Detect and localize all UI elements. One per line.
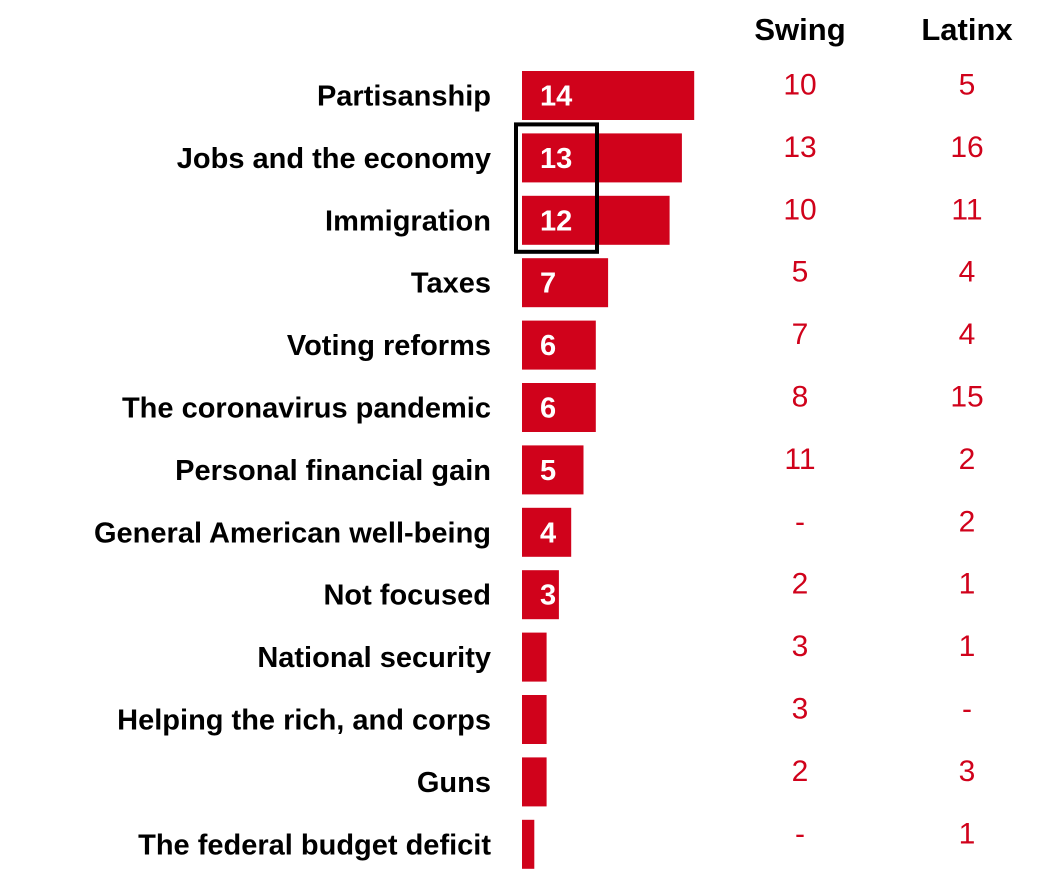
latinx-value: 15: [950, 381, 983, 414]
category-label: Helping the rich, and corps: [117, 705, 491, 737]
swing-value: 13: [783, 131, 816, 164]
latinx-value: 4: [959, 256, 976, 289]
chart-row: Partisanship 14 10 5: [317, 69, 976, 120]
swing-value: -: [795, 505, 805, 538]
category-label: Taxes: [411, 268, 491, 300]
category-label: The coronavirus pandemic: [122, 393, 491, 425]
bar-value-label: 3: [540, 580, 556, 612]
category-label: Jobs and the economy: [177, 143, 491, 175]
swing-value: -: [795, 817, 805, 850]
bar-value-label: 4: [540, 517, 556, 549]
chart-row: Helping the rich, and corps 3 -: [117, 693, 972, 744]
highlight-box: [514, 122, 599, 254]
swing-value: 8: [792, 381, 809, 414]
bar-value-label: 6: [540, 393, 556, 425]
swing-value: 10: [783, 193, 816, 226]
bar-guns: [522, 757, 547, 807]
bar-value-label: 14: [540, 81, 572, 113]
swing-value: 3: [792, 630, 809, 663]
latinx-value: 5: [959, 69, 976, 102]
category-label: Voting reforms: [287, 330, 491, 362]
bar-the-federal-budget-deficit: [522, 819, 535, 869]
chart-row: The federal budget deficit - 1: [138, 817, 975, 869]
category-label: Personal financial gain: [175, 455, 491, 487]
bar-value-label: 13: [540, 143, 572, 175]
chart-row: Not focused 3 2 1: [323, 568, 975, 620]
highlight-layer: [514, 122, 599, 254]
bar-taxes: [522, 258, 609, 308]
bar-helping-the-rich-and-corps: [522, 695, 547, 744]
swing-value: 7: [792, 318, 809, 351]
category-label: National security: [257, 642, 491, 674]
latinx-value: 1: [959, 817, 976, 850]
chart-row: General American well-being 4 - 2: [94, 505, 975, 557]
bar-value-label: 5: [540, 455, 556, 487]
category-label: Partisanship: [317, 81, 491, 113]
category-label: General American well-being: [94, 517, 491, 549]
swing-value: 11: [784, 443, 815, 476]
column-headers: Swing Latinx: [754, 12, 1013, 47]
category-label: The federal budget deficit: [138, 829, 491, 861]
chart-row: Immigration 12 10 11: [325, 193, 983, 245]
category-label: Not focused: [323, 580, 491, 612]
latinx-value: 2: [959, 443, 976, 476]
swing-value: 3: [792, 693, 809, 726]
chart-row: Jobs and the economy 13 13 16: [177, 131, 984, 183]
chart-row: Personal financial gain 5 11 2: [175, 443, 975, 495]
chart-row: Guns 2 3: [417, 755, 975, 807]
column-header-swing: Swing: [754, 12, 845, 47]
latinx-value: 1: [959, 568, 976, 601]
latinx-value: 11: [951, 193, 982, 226]
chart-row: Voting reforms 6 7 4: [287, 318, 975, 370]
latinx-value: 2: [959, 505, 976, 538]
bar-voting-reforms: [522, 320, 596, 370]
bar-national-security: [522, 632, 547, 682]
swing-value: 10: [783, 69, 816, 102]
swing-value: 5: [792, 256, 809, 289]
swing-value: 2: [792, 755, 809, 788]
latinx-value: 4: [959, 318, 976, 351]
bar-value-label: 6: [540, 330, 556, 362]
latinx-value: -: [962, 693, 972, 726]
chart-row: Taxes 7 5 4: [411, 256, 975, 308]
category-label: Guns: [417, 767, 491, 799]
column-header-latinx: Latinx: [921, 12, 1013, 47]
category-label: Immigration: [325, 205, 491, 237]
bar-jobs-and-the-economy: [522, 133, 682, 183]
bar-value-label: 7: [540, 268, 556, 300]
bar-the-coronavirus-pandemic: [522, 383, 596, 432]
bar-general-american-well-being: [522, 507, 572, 557]
bar-partisanship: [522, 71, 695, 120]
chart-row: The coronavirus pandemic 6 8 15: [122, 381, 984, 432]
swing-value: 2: [792, 568, 809, 601]
latinx-value: 16: [950, 131, 983, 164]
latinx-value: 1: [959, 630, 976, 663]
bar-not-focused: [522, 570, 559, 620]
chart-row: National security 3 1: [257, 630, 975, 682]
bar-value-label: 12: [540, 205, 572, 237]
bar-personal-financial-gain: [522, 445, 584, 495]
latinx-value: 3: [959, 755, 976, 788]
